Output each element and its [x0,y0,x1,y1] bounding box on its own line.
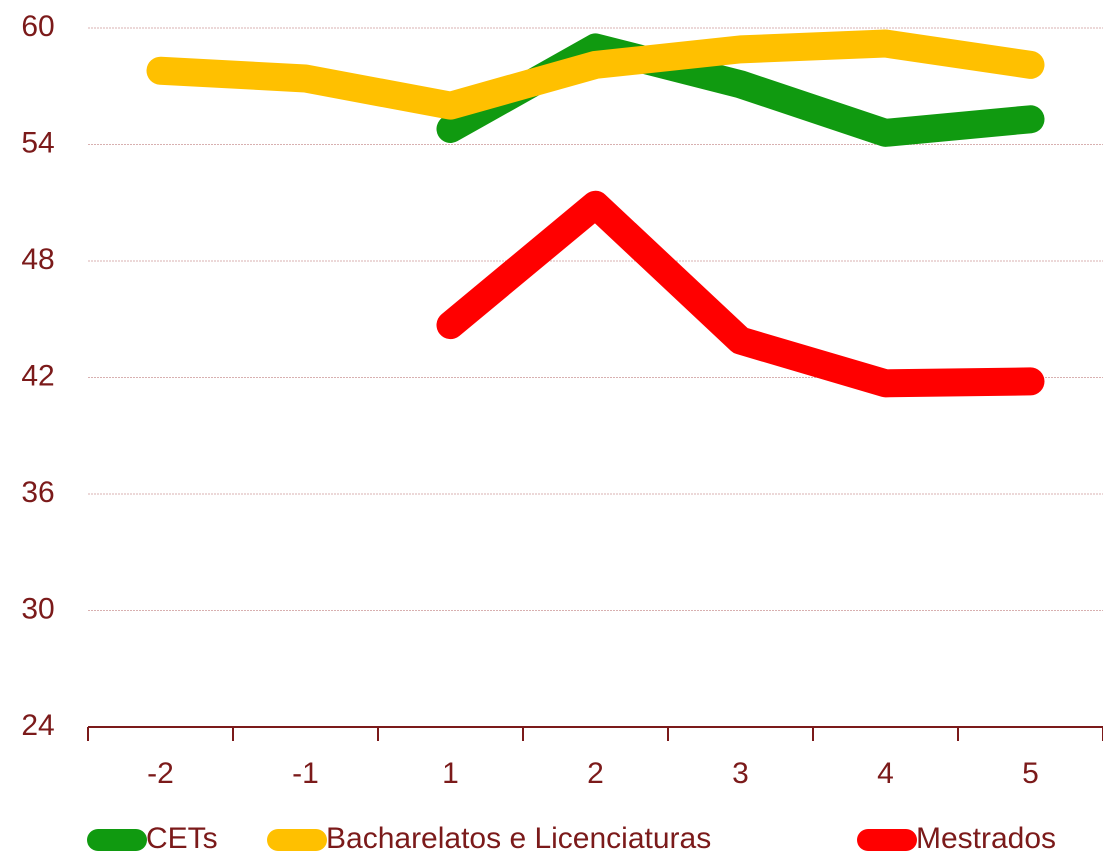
legend-label: CETs [146,822,218,855]
x-tick-label: -2 [147,757,174,790]
legend-label: Mestrados [916,822,1056,855]
series-line [436,190,1045,398]
y-tick-label: 60 [21,10,54,43]
x-tick-label: 4 [877,757,894,790]
legend-label: Bacharelatos e Licenciaturas [326,822,711,855]
x-tick-label: 2 [587,757,604,790]
y-tick-label: 42 [21,359,54,392]
x-tick-label: 5 [1022,757,1039,790]
y-tick-label: 30 [21,592,54,625]
y-tick-label: 48 [21,243,54,276]
y-tick-label: 54 [21,126,54,159]
series-line [146,29,1045,120]
x-tick-label: 3 [732,757,749,790]
x-tick-label: 1 [442,757,459,790]
y-tick-label: 24 [21,709,54,742]
y-tick-label: 36 [21,476,54,509]
x-tick-label: -1 [292,757,319,790]
